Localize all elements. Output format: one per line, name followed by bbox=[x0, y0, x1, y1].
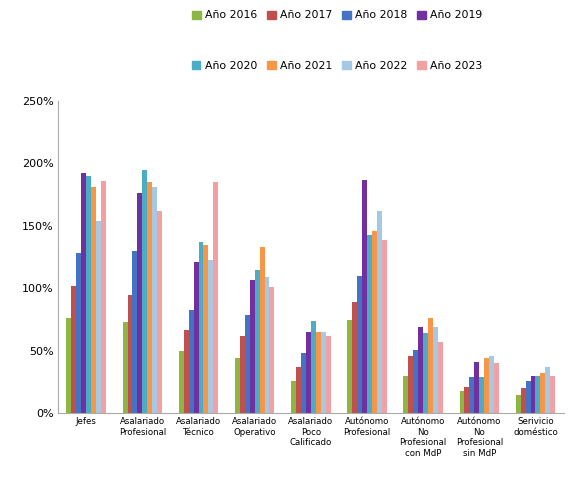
Bar bbox=[296, 367, 301, 413]
Bar bbox=[516, 395, 521, 413]
Bar bbox=[245, 314, 250, 413]
Bar bbox=[372, 231, 377, 413]
Bar bbox=[148, 182, 152, 413]
Bar bbox=[367, 234, 372, 413]
Bar bbox=[413, 350, 418, 413]
Bar bbox=[489, 356, 494, 413]
Bar bbox=[433, 327, 438, 413]
Bar bbox=[362, 179, 367, 413]
Bar bbox=[428, 319, 433, 413]
Bar bbox=[189, 309, 193, 413]
Bar bbox=[352, 302, 357, 413]
Bar bbox=[132, 251, 137, 413]
Bar bbox=[142, 169, 148, 413]
Bar bbox=[203, 244, 209, 413]
Bar bbox=[76, 254, 81, 413]
Bar bbox=[469, 377, 474, 413]
Bar bbox=[123, 322, 127, 413]
Bar bbox=[521, 388, 526, 413]
Bar bbox=[403, 376, 408, 413]
Bar bbox=[546, 367, 550, 413]
Bar bbox=[301, 353, 306, 413]
Bar bbox=[179, 351, 184, 413]
Bar bbox=[199, 242, 203, 413]
Bar bbox=[418, 327, 423, 413]
Bar bbox=[260, 247, 264, 413]
Bar bbox=[127, 294, 132, 413]
Bar bbox=[184, 330, 189, 413]
Bar bbox=[235, 358, 240, 413]
Bar bbox=[408, 356, 413, 413]
Bar bbox=[526, 381, 530, 413]
Bar bbox=[152, 187, 157, 413]
Bar bbox=[423, 333, 428, 413]
Bar bbox=[382, 239, 387, 413]
Bar bbox=[101, 181, 106, 413]
Bar bbox=[137, 194, 142, 413]
Bar bbox=[193, 262, 199, 413]
Bar bbox=[264, 277, 270, 413]
Bar bbox=[71, 286, 76, 413]
Bar bbox=[326, 336, 331, 413]
Legend: Año 2016, Año 2017, Año 2018, Año 2019: Año 2016, Año 2017, Año 2018, Año 2019 bbox=[192, 11, 482, 21]
Bar bbox=[485, 358, 489, 413]
Bar bbox=[291, 381, 296, 413]
Bar bbox=[474, 362, 479, 413]
Bar bbox=[550, 376, 555, 413]
Bar bbox=[530, 376, 536, 413]
Bar bbox=[377, 211, 382, 413]
Bar bbox=[157, 211, 162, 413]
Bar bbox=[460, 391, 464, 413]
Bar bbox=[240, 336, 245, 413]
Bar bbox=[438, 342, 443, 413]
Bar bbox=[66, 319, 71, 413]
Bar bbox=[540, 373, 546, 413]
Bar bbox=[209, 260, 213, 413]
Bar bbox=[270, 287, 274, 413]
Bar bbox=[81, 173, 86, 413]
Bar bbox=[464, 387, 469, 413]
Bar bbox=[347, 320, 352, 413]
Bar bbox=[536, 376, 540, 413]
Bar bbox=[254, 270, 260, 413]
Bar bbox=[91, 187, 96, 413]
Bar bbox=[479, 377, 485, 413]
Bar bbox=[357, 276, 362, 413]
Bar bbox=[311, 321, 316, 413]
Bar bbox=[494, 363, 499, 413]
Bar bbox=[316, 332, 321, 413]
Bar bbox=[250, 280, 254, 413]
Legend: Año 2020, Año 2021, Año 2022, Año 2023: Año 2020, Año 2021, Año 2022, Año 2023 bbox=[192, 61, 482, 71]
Bar bbox=[306, 332, 311, 413]
Bar bbox=[321, 332, 326, 413]
Bar bbox=[96, 221, 101, 413]
Bar bbox=[213, 182, 218, 413]
Bar bbox=[86, 176, 91, 413]
